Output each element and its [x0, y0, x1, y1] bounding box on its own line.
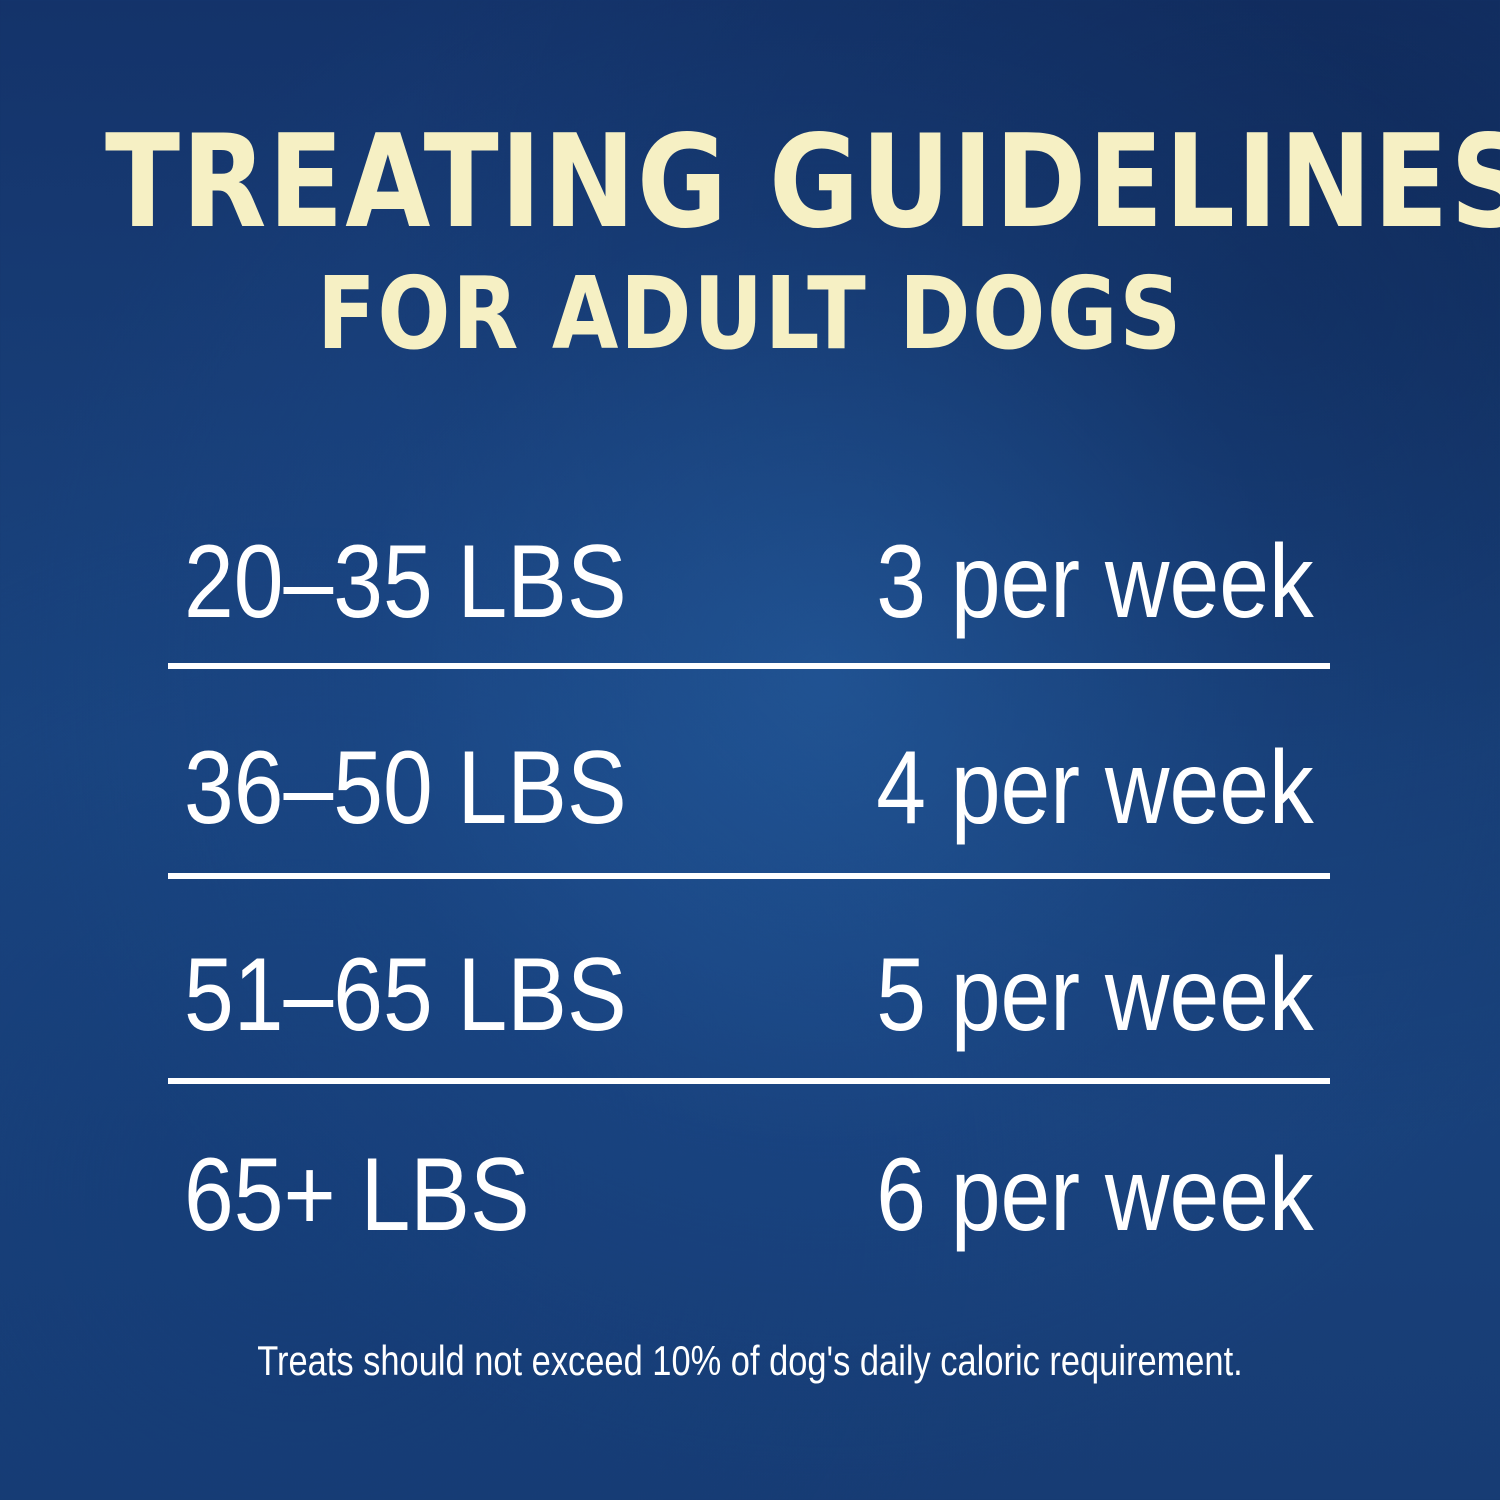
guideline-row: 51–65 LBS 5 per week — [168, 935, 1330, 1055]
treat-amount: 3 per week — [876, 524, 1314, 640]
title-line-2: FOR ADULT DOGS — [316, 255, 1184, 372]
guideline-row: 20–35 LBS 3 per week — [168, 522, 1330, 642]
divider — [168, 663, 1330, 669]
divider — [168, 1078, 1330, 1084]
treat-amount: 4 per week — [876, 730, 1314, 846]
weight-range: 65+ LBS — [184, 1137, 530, 1253]
footnote: Treats should not exceed 10% of dog's da… — [257, 1337, 1243, 1384]
guideline-row: 36–50 LBS 4 per week — [168, 728, 1330, 848]
weight-range: 20–35 LBS — [184, 524, 627, 640]
treat-amount: 5 per week — [876, 937, 1314, 1053]
divider — [168, 873, 1330, 879]
guideline-row: 65+ LBS 6 per week — [168, 1135, 1330, 1255]
weight-range: 36–50 LBS — [184, 730, 627, 846]
weight-range: 51–65 LBS — [184, 937, 627, 1053]
treat-amount: 6 per week — [876, 1137, 1314, 1253]
title-line-1: TREATING GUIDELINES — [105, 108, 1500, 257]
